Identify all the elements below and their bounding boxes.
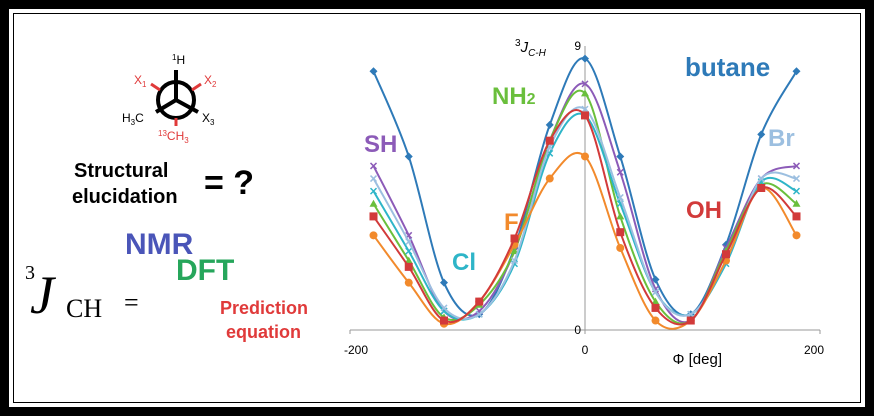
data-point-oh [475, 297, 484, 306]
data-point-butane [581, 54, 589, 63]
figure-panel [13, 13, 861, 403]
x2-label: X2 [204, 73, 217, 89]
x3-label: X3 [202, 111, 215, 127]
nmr-label: NMR [125, 228, 194, 261]
data-point-oh [369, 212, 378, 221]
bond-right [175, 98, 199, 114]
data-point-oh [545, 136, 554, 145]
question-line1: Structural [74, 160, 169, 182]
data-point-br [687, 310, 695, 318]
data-point-nh2 [510, 247, 519, 255]
x-tick-label: 0 [582, 343, 589, 357]
data-point-br [792, 175, 801, 183]
data-point-f [792, 231, 801, 240]
prediction-line1: Prediction [220, 298, 309, 318]
data-point-br [405, 238, 413, 246]
y-tick-label: 0 [574, 323, 581, 337]
back-bond-x1 [150, 82, 161, 92]
data-point-butane [651, 275, 660, 284]
data-point-f [545, 174, 554, 183]
data-point-cl [792, 187, 801, 195]
j-sub: CH [66, 294, 103, 323]
series-label-butane: butane [685, 52, 770, 82]
data-point-nh2 [369, 199, 378, 207]
x-tick-label: -200 [344, 343, 368, 357]
data-point-nh2 [616, 212, 625, 220]
data-point-sh [369, 162, 378, 170]
data-point-butane [440, 278, 448, 287]
data-point-f [369, 231, 378, 240]
x-tick-label: 200 [804, 343, 824, 357]
dft-label: DFT [176, 254, 235, 287]
question-equals: = ? [204, 164, 255, 202]
y-tick-label: 9 [574, 39, 581, 53]
data-point-oh [722, 250, 730, 259]
data-point-oh [510, 234, 519, 243]
data-point-oh [404, 262, 413, 271]
newman-projection: 1H X1 X2 H3C X3 13CH3 [122, 53, 217, 145]
j-symbol: J [30, 265, 54, 325]
data-point-butane [616, 152, 625, 161]
data-point-cl [405, 247, 413, 255]
data-point-f [616, 243, 625, 252]
data-point-br [581, 105, 589, 113]
data-point-oh [616, 228, 625, 237]
bond-left [154, 98, 178, 114]
data-point-br [757, 175, 765, 183]
data-point-f [404, 278, 413, 287]
series-label-f: F [504, 209, 519, 236]
data-point-f [581, 152, 589, 161]
series-label-sh: SH [364, 131, 397, 158]
data-point-br [440, 304, 448, 312]
data-point-nh2 [581, 89, 589, 97]
series-label-nh2: NH2 [492, 83, 536, 110]
question-line2: elucidation [72, 186, 178, 208]
prediction-line2: equation [226, 322, 301, 342]
data-point-oh [686, 316, 695, 325]
x1-label: X1 [134, 73, 147, 89]
data-point-oh [651, 303, 660, 312]
j-equals: = [124, 288, 139, 317]
data-point-br [616, 193, 624, 201]
data-point-butane [369, 67, 378, 76]
data-point-sh [581, 80, 589, 88]
data-point-f [651, 316, 660, 325]
x-axis-label: Φ [deg] [673, 351, 723, 368]
data-point-oh [792, 212, 801, 221]
data-point-br [510, 257, 519, 265]
back-bond-x2 [191, 82, 202, 92]
data-point-oh [757, 184, 766, 192]
data-point-butane [792, 67, 801, 76]
data-point-sh [616, 168, 624, 176]
data-point-sh [792, 162, 801, 170]
data-point-butane [404, 152, 413, 161]
data-point-butane [545, 120, 554, 129]
data-point-br [369, 175, 378, 183]
data-point-butane [757, 130, 766, 139]
data-point-br [475, 310, 483, 318]
data-point-oh [440, 316, 448, 325]
series-label-oh: OH [686, 197, 722, 224]
data-point-br [651, 288, 660, 296]
series-label-br: Br [768, 125, 795, 152]
h-label: 1H [172, 53, 185, 67]
series-label-cl: Cl [452, 249, 476, 276]
data-point-cl [369, 187, 378, 195]
data-point-oh [581, 111, 589, 120]
coupling-constant-chart: -200 0 200 0 9 3JC-H Φ [deg] butane SH NH2 Cl Br F OH [344, 38, 824, 368]
y-axis-label: 3JC-H [515, 38, 547, 59]
ch3-label: 13CH3 [158, 129, 189, 145]
j-sup: 3 [25, 262, 35, 284]
data-point-nh2 [792, 199, 801, 207]
data-point-nh2 [651, 297, 660, 305]
h3c-label: H3C [122, 111, 144, 127]
data-point-nh2 [404, 256, 413, 264]
